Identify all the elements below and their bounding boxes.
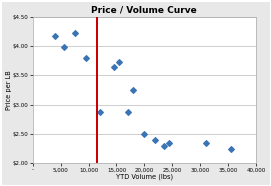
X-axis label: YTD Volume (lbs): YTD Volume (lbs): [116, 174, 173, 180]
Point: [153, 138, 158, 141]
Point: [98, 110, 102, 113]
Point: [142, 133, 147, 136]
Point: [131, 89, 135, 92]
Point: [125, 110, 130, 113]
Point: [111, 65, 116, 68]
Point: [73, 32, 77, 35]
Point: [61, 46, 66, 49]
Point: [167, 141, 172, 144]
Point: [228, 147, 233, 150]
Point: [204, 141, 208, 144]
Title: Price / Volume Curve: Price / Volume Curve: [92, 6, 197, 15]
Point: [162, 144, 166, 147]
Point: [53, 35, 57, 38]
Y-axis label: Price per LB: Price per LB: [6, 70, 12, 110]
Point: [117, 60, 121, 63]
Point: [84, 56, 88, 59]
